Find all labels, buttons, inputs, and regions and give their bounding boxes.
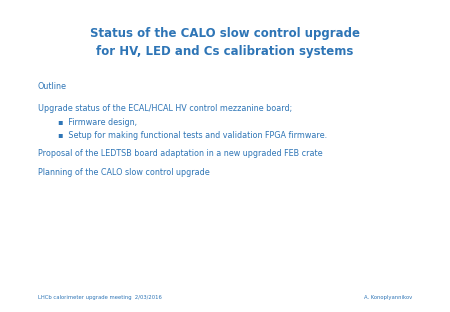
Text: A. Konoplyannikov: A. Konoplyannikov [364,295,412,300]
Text: ▪  Setup for making functional tests and validation FPGA firmware.: ▪ Setup for making functional tests and … [58,131,327,140]
Text: Upgrade status of the ECAL/HCAL HV control mezzanine board;: Upgrade status of the ECAL/HCAL HV contr… [38,104,292,113]
Text: Planning of the CALO slow control upgrade: Planning of the CALO slow control upgrad… [38,168,210,177]
Text: Proposal of the LEDTSB board adaptation in a new upgraded FEB crate: Proposal of the LEDTSB board adaptation … [38,149,323,158]
Text: ▪  Firmware design,: ▪ Firmware design, [58,118,137,127]
Text: Status of the CALO slow control upgrade
for HV, LED and Cs calibration systems: Status of the CALO slow control upgrade … [90,27,360,58]
Text: LHCb calorimeter upgrade meeting  2/03/2016: LHCb calorimeter upgrade meeting 2/03/20… [38,295,162,300]
Text: Outline: Outline [38,82,67,91]
